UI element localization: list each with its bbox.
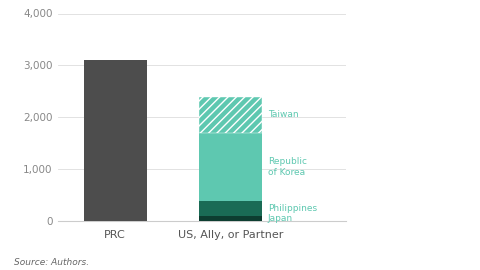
Bar [199,201,262,216]
Text: Taiwan: Taiwan [268,110,299,119]
Bar [199,216,262,221]
Bar [199,97,262,133]
Text: Japan: Japan [268,214,293,223]
Bar [199,97,262,133]
Bar [84,60,147,221]
Text: Source: Authors.: Source: Authors. [14,258,90,267]
Bar [199,133,262,201]
Text: Republic
of Korea: Republic of Korea [268,157,307,177]
Text: Philippines: Philippines [268,204,317,213]
